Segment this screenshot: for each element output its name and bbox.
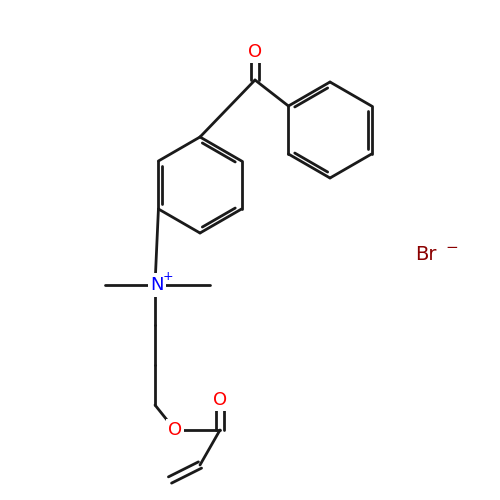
- Text: N: N: [150, 276, 164, 294]
- Text: O: O: [248, 43, 262, 61]
- Text: O: O: [213, 391, 227, 409]
- Text: O: O: [168, 421, 182, 439]
- Text: +: +: [162, 270, 173, 283]
- Text: −: −: [445, 240, 458, 256]
- Text: Br: Br: [415, 246, 436, 264]
